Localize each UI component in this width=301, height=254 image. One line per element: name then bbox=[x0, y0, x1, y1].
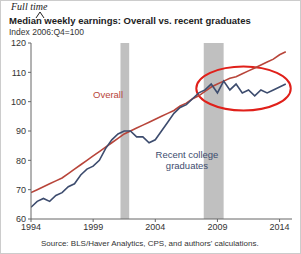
html-text:Recent college graduates: Recent college graduates bbox=[155, 149, 219, 171]
svg-text:1999: 1999 bbox=[83, 222, 103, 232]
html-text:Index 2006:Q4=100: Index 2006:Q4=100 bbox=[9, 27, 84, 37]
svg-text:100: 100 bbox=[11, 97, 26, 107]
svg-text:80: 80 bbox=[16, 156, 26, 166]
svg-text:2004: 2004 bbox=[145, 222, 165, 232]
svg-text:1994: 1994 bbox=[21, 222, 41, 233]
html-text:Overall: Overall bbox=[93, 89, 124, 100]
svg-text:60: 60 bbox=[16, 214, 26, 224]
html-text:Source: BLS/Haver Analytics, C: Source: BLS/Haver Analytics, CPS, and au… bbox=[41, 239, 259, 248]
svg-text:120: 120 bbox=[11, 38, 26, 48]
svg-text:2009: 2009 bbox=[207, 222, 227, 232]
svg-text:70: 70 bbox=[16, 185, 26, 195]
html-text:Full time: Full time bbox=[11, 1, 48, 12]
svg-text:90: 90 bbox=[16, 126, 26, 136]
html-text:Median weekly earnings: Overal: Median weekly earnings: Overall vs. rece… bbox=[9, 15, 251, 26]
svg-text:2014: 2014 bbox=[270, 222, 290, 232]
svg-text:110: 110 bbox=[12, 68, 26, 78]
